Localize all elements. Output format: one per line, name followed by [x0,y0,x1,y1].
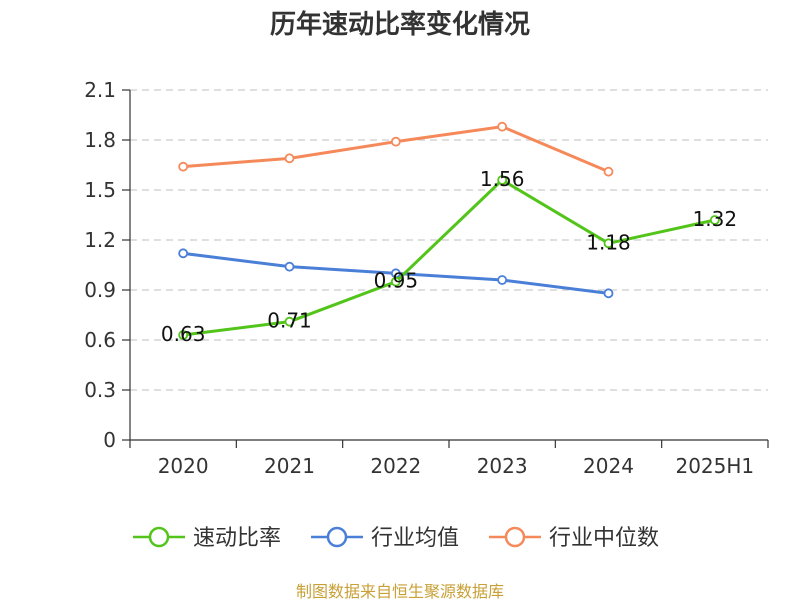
x-tick-label: 2024 [583,454,634,478]
chart-title: 历年速动比率变化情况 [269,10,530,40]
x-tick-label: 2023 [477,454,528,478]
legend-item[interactable]: 行业均值 [311,526,459,551]
data-label: 0.63 [161,322,206,346]
data-point [178,248,189,259]
data-point [284,153,295,164]
legend-marker-icon [326,526,348,548]
data-point [390,276,401,287]
data-label: 1.32 [693,207,738,231]
series-line [182,178,716,337]
data-point [603,238,614,249]
data-point [497,275,508,285]
source-note: 制图数据来自恒生聚源数据库 [295,582,504,601]
data-point [284,316,295,327]
y-tick-label: 0.9 [84,278,116,302]
x-tick-label: 2021 [264,454,315,478]
legend-label: 速动比率 [193,526,281,551]
y-tick-label: 1.2 [84,228,116,252]
legend-item[interactable]: 速动比率 [133,526,281,551]
legend: 速动比率 行业均值 行业中位数 [133,526,659,551]
data-label: 1.18 [586,230,631,254]
y-tick-label: 2.1 [84,78,116,102]
series-line [183,125,610,174]
y-tick-label: 1.5 [84,178,116,202]
x-tick-label: 2020 [158,454,209,478]
data-label: 0.95 [374,269,419,293]
legend-label: 行业中位数 [549,526,659,551]
x-tick-label: 2022 [370,454,421,478]
data-point [497,121,508,132]
legend-item[interactable]: 行业中位数 [489,526,659,551]
legend-label: 行业均值 [371,526,459,551]
data-point [178,161,189,172]
data-label-layer: 0.63 0.71 0.95 1.56 1.18 1.32 [161,167,737,346]
data-point [497,175,508,185]
data-point [709,215,720,225]
data-label: 0.71 [267,309,312,333]
data-point [603,288,614,299]
x-tick-label: 2025H1 [675,454,754,478]
data-label: 1.56 [480,167,525,191]
data-point [178,330,189,340]
series-layer [178,121,720,340]
legend-marker-icon [148,526,170,548]
axis-layer: 0 0.3 0.6 0.9 1.2 1.5 1.8 2.1 2020 2021 2022 2023 20… [84,78,769,478]
data-point [390,136,401,147]
data-point [284,261,295,272]
y-tick-label: 1.8 [84,128,116,152]
legend-marker-icon [504,526,526,548]
grid-layer [130,89,768,391]
y-tick-label: 0.6 [84,328,116,352]
y-tick-label: 0 [103,428,116,452]
y-tick-label: 0.3 [84,378,116,402]
data-point [603,166,614,177]
